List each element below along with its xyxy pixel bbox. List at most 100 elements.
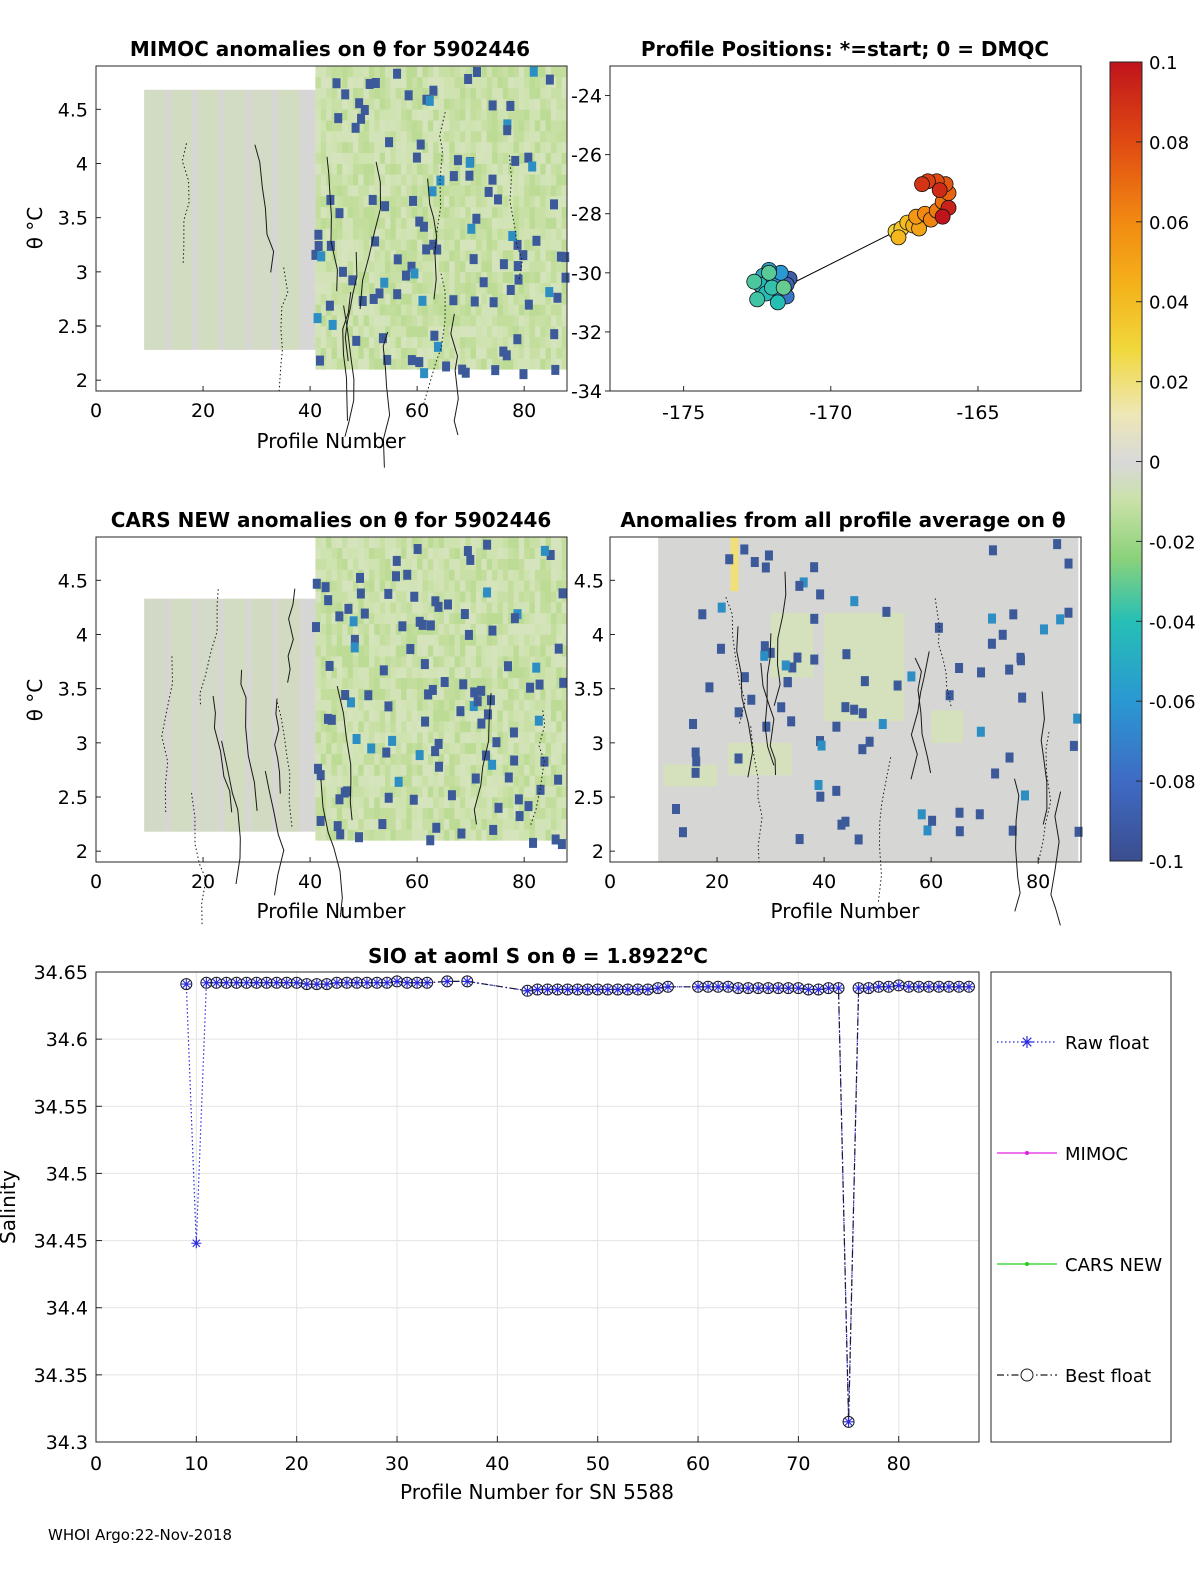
cars-cell — [390, 818, 397, 830]
cars-cell — [449, 764, 455, 776]
cars-cell — [379, 775, 386, 787]
mimoc-cell — [368, 87, 375, 99]
cars-anomaly-cell — [554, 774, 563, 785]
mimoc-cell — [433, 358, 439, 370]
mimoc-cell — [352, 196, 359, 208]
mimoc-cell — [363, 66, 370, 78]
mimoc-cell — [518, 185, 525, 197]
cars-cell — [427, 764, 434, 776]
cars-cell — [379, 786, 386, 798]
mimoc-cell — [545, 336, 552, 348]
cars-cell — [342, 645, 348, 657]
mimoc-cell — [427, 66, 434, 78]
cars-cell — [352, 710, 359, 722]
salinity-raw-marker — [281, 977, 292, 988]
cars-cell — [385, 634, 391, 646]
mimoc-cell — [486, 109, 493, 121]
mimoc-anomaly-cell — [365, 78, 374, 89]
mimoc-anomaly-cell — [422, 244, 431, 255]
salinity-raw-marker — [231, 977, 242, 988]
mimoc-cell — [406, 304, 413, 316]
mimoc-anomaly-cell — [503, 119, 512, 130]
mimoc-cell — [465, 239, 471, 251]
mimoc-cell — [524, 109, 530, 121]
mimoc-cell — [315, 217, 322, 229]
cars-cell — [315, 591, 322, 603]
mimoc-cell — [374, 336, 380, 348]
mimoc-contour — [326, 156, 338, 292]
cars-cell — [465, 721, 471, 733]
mimoc-cell — [363, 163, 370, 175]
mimoc-cell — [497, 282, 504, 294]
cars-cell — [481, 775, 488, 787]
mimoc-cell — [342, 326, 348, 338]
mimoc-cell — [427, 304, 434, 316]
cars-cell — [502, 797, 509, 809]
mimoc-cell — [331, 271, 338, 283]
cars-cell — [320, 677, 327, 689]
mimoc-cell — [508, 347, 514, 359]
salinity-best-marker — [651, 982, 664, 995]
cars-cell — [518, 753, 525, 765]
mimoc-cell — [406, 336, 413, 348]
mimoc-anomaly-cell — [313, 313, 322, 324]
allavg-anomaly-cell — [987, 638, 996, 649]
mimoc-cell — [336, 152, 343, 164]
cars-cell — [411, 645, 418, 657]
mimoc-cell — [481, 152, 488, 164]
mimoc-cell — [449, 304, 455, 316]
cars-cell — [443, 612, 450, 624]
mimoc-cell — [524, 196, 530, 208]
mimoc-cell — [497, 239, 504, 251]
mimoc-cell — [395, 87, 402, 99]
mimoc-cell — [540, 271, 546, 283]
cars-cell — [550, 623, 557, 635]
mimoc-anomaly-cell — [419, 221, 428, 232]
mimoc-cell — [534, 109, 541, 121]
cars-cell — [518, 764, 525, 776]
salinity-best-marker — [641, 983, 654, 996]
cars-cell — [347, 677, 354, 689]
mimoc-cell — [545, 217, 552, 229]
cars-cell — [561, 721, 568, 733]
cars-cell — [368, 710, 375, 722]
cars-heatmap — [144, 537, 568, 926]
cars-cell — [449, 677, 455, 689]
mimoc-cell — [358, 228, 364, 240]
mimoc-anomaly-cell — [561, 252, 570, 263]
cars-cell — [411, 764, 418, 776]
mimoc-cell — [486, 293, 493, 305]
salinity-best-marker — [320, 978, 333, 991]
cars-cell — [385, 775, 391, 787]
mimoc-cell — [529, 250, 536, 262]
mimoc-anomaly-cell — [529, 66, 538, 77]
cars-cell — [427, 580, 434, 592]
mimoc-cell — [508, 196, 514, 208]
cars-anomaly-cell — [312, 578, 321, 589]
mimoc-cell — [406, 131, 413, 143]
allavg-anomaly-cell — [750, 557, 759, 568]
cars-cell — [513, 569, 520, 581]
cars-cell — [524, 569, 530, 581]
cars-cell — [411, 775, 418, 787]
mimoc-cell — [315, 336, 322, 348]
mimoc-anomaly-cell — [449, 171, 458, 182]
cars-cell — [508, 807, 514, 819]
cars-cell — [422, 591, 429, 603]
mimoc-anomaly-cell — [550, 199, 559, 210]
mimoc-cell — [481, 228, 488, 240]
mimoc-cell — [513, 326, 520, 338]
mimoc-cell — [454, 358, 461, 370]
mimoc-cell — [476, 185, 482, 197]
salinity-raw-marker — [773, 983, 784, 994]
mimoc-cell — [374, 347, 380, 359]
cars-cell — [331, 656, 338, 668]
mimoc-cell — [454, 293, 461, 305]
cars-cell — [518, 580, 525, 592]
mimoc-cell — [508, 131, 514, 143]
mimoc-cell — [459, 152, 466, 164]
mimoc-cell — [561, 174, 568, 186]
cars-cell — [550, 667, 557, 679]
cars-cell — [550, 612, 557, 624]
mimoc-cell — [443, 261, 450, 273]
